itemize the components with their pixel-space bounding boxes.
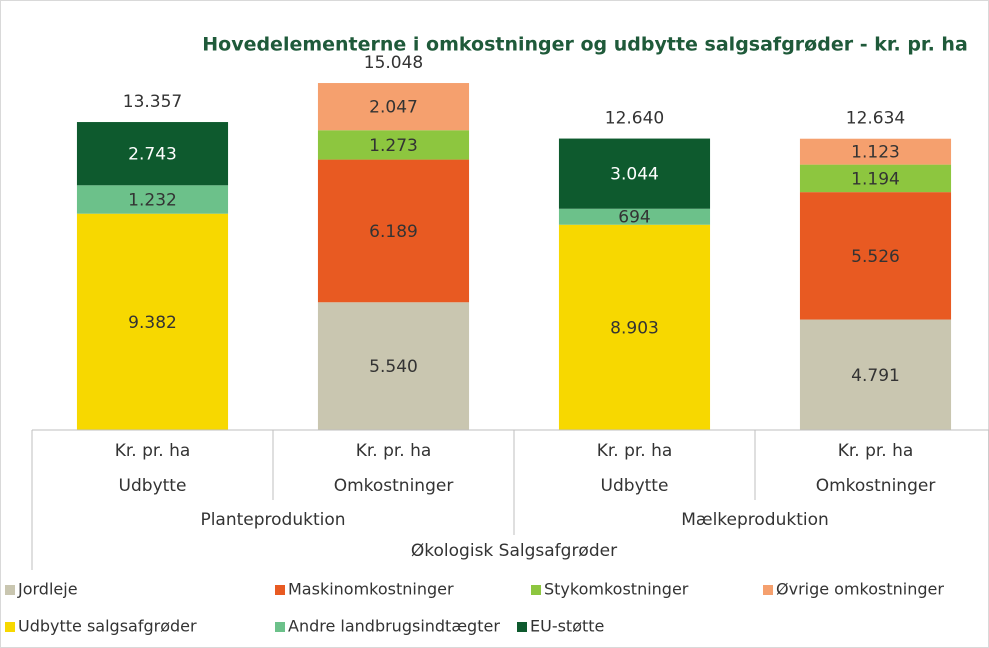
bar-segment	[558, 224, 711, 430]
legend-label: Andre landbrugsindtægter	[288, 617, 500, 636]
data-label: 5.540	[369, 357, 418, 377]
bar-segment	[317, 159, 470, 303]
data-label: 6.189	[369, 222, 418, 242]
category-label: Kr. pr. ha	[115, 441, 191, 461]
data-label: 2.743	[128, 145, 177, 165]
data-label: 1.123	[851, 143, 900, 163]
data-label: 5.526	[851, 247, 900, 267]
total-label: 15.048	[364, 53, 423, 73]
legend-swatch	[763, 585, 773, 595]
category-label: Udbytte	[601, 476, 669, 496]
bar-segment	[558, 208, 711, 225]
total-label: 12.634	[846, 109, 905, 129]
legend-swatch	[275, 585, 285, 595]
legend-label: Øvrige omkostninger	[776, 580, 944, 599]
legend-swatch	[5, 585, 15, 595]
bar-segment	[317, 83, 470, 131]
legend-swatch	[275, 622, 285, 632]
data-label: 3.044	[610, 165, 659, 185]
bar-segment	[558, 138, 711, 209]
bar-segment	[76, 213, 229, 430]
total-label: 13.357	[123, 92, 182, 112]
legend-swatch	[517, 622, 527, 632]
bar-segment	[317, 130, 470, 160]
data-label: 2.047	[369, 98, 418, 118]
legend-swatch	[5, 622, 15, 632]
chart-title: Hovedelementerne i omkostninger og udbyt…	[202, 34, 968, 56]
data-label: 694	[618, 208, 650, 228]
category-label: Kr. pr. ha	[356, 441, 432, 461]
data-label: 1.194	[851, 169, 900, 189]
bar-segment	[76, 185, 229, 214]
bar-segment	[799, 164, 952, 193]
legend-label: Maskinomkostninger	[288, 580, 454, 599]
category-label: Kr. pr. ha	[838, 441, 914, 461]
category-label: Omkostninger	[816, 476, 936, 496]
legend-label: Jordleje	[17, 580, 78, 599]
legend-swatch	[531, 585, 541, 595]
bar-segment	[799, 138, 952, 165]
category-label: Omkostninger	[334, 476, 454, 496]
category-label: Udbytte	[119, 476, 187, 496]
bar-segment	[799, 192, 952, 320]
legend-label: EU-støtte	[530, 617, 604, 636]
bar-segment	[799, 319, 952, 430]
data-label: 8.903	[610, 318, 659, 338]
data-label: 4.791	[851, 366, 900, 386]
category-label: Planteproduktion	[200, 510, 345, 530]
data-label: 9.382	[128, 313, 177, 333]
category-label: Økologisk Salgsafgrøder	[411, 541, 617, 561]
bar-segment	[317, 302, 470, 430]
legend-label: Stykomkostninger	[544, 580, 689, 599]
category-label: Mælkeproduktion	[681, 510, 829, 530]
legend-label: Udbytte salgsafgrøder	[18, 617, 197, 636]
total-label: 12.640	[605, 109, 664, 129]
category-label: Kr. pr. ha	[597, 441, 673, 461]
data-label: 1.273	[369, 136, 418, 156]
bar-segment	[76, 122, 229, 186]
data-label: 1.232	[128, 190, 177, 210]
